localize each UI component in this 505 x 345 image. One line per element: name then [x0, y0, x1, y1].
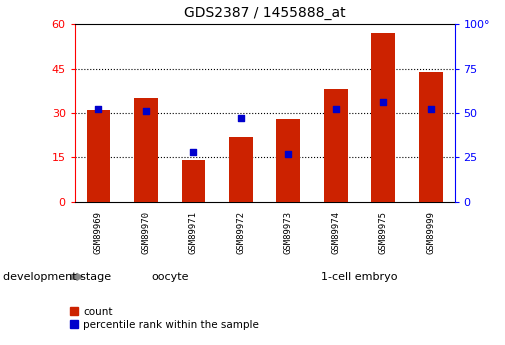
Text: GSM89974: GSM89974	[331, 210, 340, 254]
Bar	[134, 98, 158, 202]
Point	[237, 116, 245, 121]
Bar	[324, 89, 347, 202]
Text: GSM89971: GSM89971	[189, 210, 198, 254]
Point	[332, 107, 340, 112]
Text: GSM89969: GSM89969	[94, 210, 103, 254]
Text: GSM89970: GSM89970	[141, 210, 150, 254]
Text: 1-cell embryo: 1-cell embryo	[321, 272, 398, 282]
Text: GSM89975: GSM89975	[379, 210, 388, 254]
Legend: count, percentile rank within the sample: count, percentile rank within the sample	[70, 307, 259, 330]
Bar	[182, 160, 205, 202]
Point	[427, 107, 435, 112]
Bar	[229, 137, 253, 202]
Text: GSM89973: GSM89973	[284, 210, 293, 254]
Point	[284, 151, 292, 157]
Bar	[87, 110, 110, 202]
Text: GSM89999: GSM89999	[426, 210, 435, 254]
Text: oocyte: oocyte	[151, 272, 188, 282]
Point	[142, 108, 150, 114]
Text: development stage: development stage	[3, 272, 111, 282]
Point	[94, 107, 103, 112]
Bar	[419, 71, 442, 202]
Point	[379, 100, 387, 105]
Bar	[372, 33, 395, 202]
Bar	[276, 119, 300, 202]
Point	[189, 149, 197, 155]
Text: GSM89972: GSM89972	[236, 210, 245, 254]
Title: GDS2387 / 1455888_at: GDS2387 / 1455888_at	[184, 6, 345, 20]
